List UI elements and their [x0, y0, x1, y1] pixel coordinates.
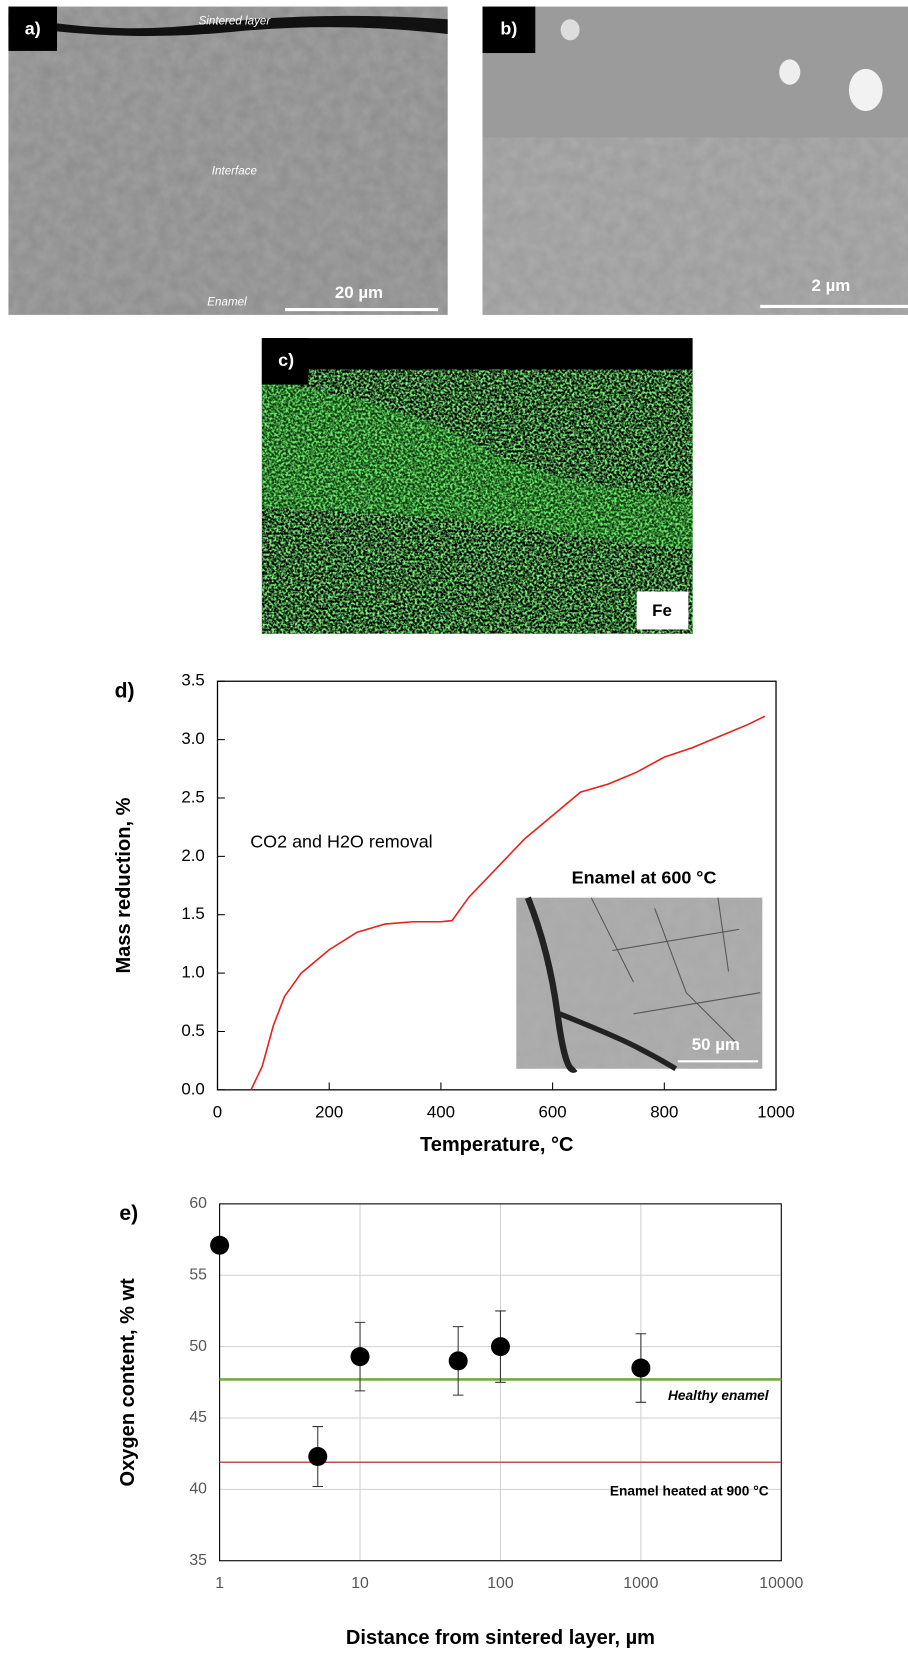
- y-tick-label: 2.5: [181, 787, 204, 806]
- y-tick-label: 60: [189, 1195, 207, 1212]
- panel-label: a): [25, 19, 41, 39]
- x-tick-label: 1000: [623, 1575, 658, 1592]
- x-tick-label: 400: [427, 1103, 455, 1122]
- x-tick-label: 100: [487, 1575, 514, 1592]
- x-axis-label: Temperature, °C: [420, 1134, 574, 1156]
- plot-frame: [219, 1203, 782, 1562]
- fe-band: [261, 380, 693, 550]
- data-point: [448, 1351, 468, 1371]
- x-tick-label: 1: [215, 1575, 224, 1592]
- inset: [516, 896, 763, 1073]
- y-tick-label: 45: [189, 1409, 207, 1426]
- y-axis-label: Oxygen content, % wt: [117, 1278, 139, 1487]
- scale-label: 20 µm: [335, 283, 383, 302]
- texture: [516, 897, 763, 1069]
- data-point: [308, 1447, 328, 1467]
- panel-b: b) 2 µm: [482, 6, 908, 315]
- y-tick-label: 1.0: [181, 963, 204, 982]
- y-tick-label: 2.0: [181, 846, 204, 865]
- y-tick-label: 40: [189, 1481, 207, 1498]
- panel-label: b): [500, 19, 517, 39]
- data-point: [490, 1337, 510, 1357]
- label-box: [8, 6, 58, 51]
- crack: [590, 897, 761, 1046]
- x-axis-label: Distance from sintered layer, µm: [346, 1627, 655, 1649]
- data-point: [210, 1235, 230, 1255]
- texture: [8, 6, 448, 315]
- scale-label: 2 µm: [812, 276, 851, 295]
- label-box: [261, 338, 309, 385]
- data-point: [631, 1358, 651, 1378]
- x-tick-label: 200: [315, 1103, 343, 1122]
- particle: [848, 68, 883, 112]
- texture: [482, 137, 908, 315]
- annotation: Enamel: [207, 295, 247, 308]
- y-tick-label: 35: [189, 1552, 207, 1569]
- panel-label: d): [115, 679, 135, 702]
- plot-frame: [216, 680, 777, 1091]
- reference-label: Healthy enamel: [668, 1388, 770, 1403]
- fe-signal: [261, 369, 693, 634]
- element-label: Fe: [652, 601, 672, 620]
- x-tick-label: 800: [650, 1103, 678, 1122]
- data-line: [250, 715, 766, 1091]
- x-tick-label: 600: [539, 1103, 567, 1122]
- annotation: CO2 and H2O removal: [250, 832, 432, 852]
- crack: [558, 1011, 678, 1071]
- x-tick-label: 0: [213, 1103, 222, 1122]
- panel-a: a) Sintered layer Interface Enamel 20 µm: [8, 6, 448, 315]
- panel-c: c) Fe: [261, 338, 693, 634]
- particle: [779, 59, 801, 85]
- annotation: Interface: [212, 164, 258, 177]
- reference-label: Enamel heated at 900 °C: [610, 1483, 769, 1498]
- x-tick-label: 10000: [759, 1575, 803, 1592]
- sintered-gap: [8, 15, 448, 36]
- panel-label: e): [119, 1202, 138, 1225]
- y-tick-label: 0.0: [181, 1079, 204, 1098]
- y-tick-label: 1.5: [181, 904, 204, 923]
- annotation: Sintered layer: [199, 14, 272, 27]
- crack: [524, 896, 578, 1073]
- x-tick-label: 10: [351, 1575, 369, 1592]
- inset-scale-label: 50 µm: [692, 1035, 740, 1054]
- panel-label: c): [278, 350, 294, 370]
- x-tick-label: 1000: [757, 1103, 795, 1122]
- particle: [560, 19, 580, 41]
- element-box: [636, 591, 689, 630]
- y-tick-label: 3.0: [181, 729, 204, 748]
- y-tick-label: 50: [189, 1338, 207, 1355]
- label-box: [482, 6, 536, 54]
- data-point: [350, 1347, 370, 1367]
- y-tick-label: 0.5: [181, 1021, 204, 1040]
- y-tick-label: 55: [189, 1266, 207, 1283]
- y-axis-label: Mass reduction, %: [113, 797, 135, 973]
- y-tick-label: 3.5: [181, 671, 204, 690]
- inset-title: Enamel at 600 °C: [572, 867, 717, 887]
